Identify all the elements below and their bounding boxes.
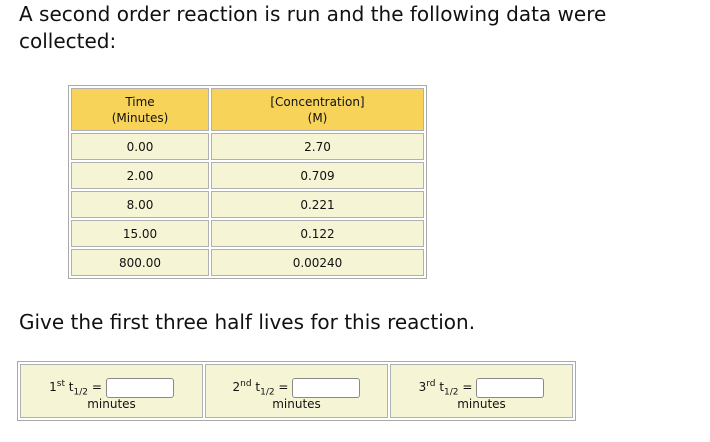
concentration-cell: 0.709	[211, 162, 424, 189]
answer-cell-first: 1st t1/2 = minutes	[20, 364, 203, 418]
header-concentration: [Concentration] (M)	[211, 88, 424, 131]
half-life-label: 1st t1/2 =	[49, 373, 102, 403]
ordinal-number: 2	[232, 380, 241, 394]
unit-label: minutes	[457, 397, 506, 411]
time-cell: 2.00	[71, 162, 209, 189]
time-cell: 8.00	[71, 191, 209, 218]
half-life-label: 2nd t1/2 =	[233, 373, 289, 403]
first-half-life-input[interactable]	[105, 378, 174, 399]
ordinal-suffix: rd	[426, 379, 436, 389]
unit-label: minutes	[87, 397, 136, 411]
answer-line: 1st t1/2 =	[21, 373, 202, 399]
table-row: 15.00 0.122	[71, 220, 424, 247]
header-concentration-unit: (M)	[307, 110, 328, 125]
half-life-symbol: t	[68, 380, 74, 394]
concentration-cell: 2.70	[211, 133, 424, 160]
table-row: 2.00 0.709	[71, 162, 424, 189]
half-life-symbol: t	[439, 380, 445, 394]
table-row: 8.00 0.221	[71, 191, 424, 218]
time-cell: 15.00	[71, 220, 209, 247]
equals-sign: =	[462, 380, 473, 394]
question-text: Give the first three half lives for this…	[19, 310, 476, 334]
answer-line: 2nd t1/2 =	[206, 373, 387, 399]
answer-cell-second: 2nd t1/2 = minutes	[205, 364, 388, 418]
answer-cell-third: 3rd t1/2 = minutes	[390, 364, 573, 418]
equals-sign: =	[278, 380, 289, 394]
concentration-cell: 0.221	[211, 191, 424, 218]
concentration-cell: 0.122	[211, 220, 424, 247]
second-half-life-input[interactable]	[292, 378, 361, 399]
header-time-label: Time	[125, 94, 155, 109]
table-header-row: Time (Minutes) [Concentration] (M)	[71, 88, 424, 131]
half-life-symbol: t	[255, 380, 261, 394]
half-life-label: 3rd t1/2 =	[419, 373, 473, 403]
answer-row: 1st t1/2 = minutes 2nd t1/2 = minutes 3r…	[20, 364, 573, 418]
third-half-life-input[interactable]	[476, 378, 545, 399]
header-time-unit: (Minutes)	[111, 110, 169, 125]
header-time: Time (Minutes)	[71, 88, 209, 131]
answer-table: 1st t1/2 = minutes 2nd t1/2 = minutes 3r…	[17, 361, 576, 421]
ordinal-number: 3	[418, 380, 427, 394]
half-life-subscript: 1/2	[444, 387, 459, 398]
time-cell: 800.00	[71, 249, 209, 276]
half-life-subscript: 1/2	[73, 387, 88, 398]
unit-label: minutes	[272, 397, 321, 411]
table-row: 800.00 0.00240	[71, 249, 424, 276]
intro-text: A second order reaction is run and the f…	[19, 2, 607, 53]
header-concentration-label: [Concentration]	[270, 94, 365, 109]
half-life-subscript: 1/2	[260, 387, 275, 398]
table-row: 0.00 2.70	[71, 133, 424, 160]
time-cell: 0.00	[71, 133, 209, 160]
data-table: Time (Minutes) [Concentration] (M) 0.00 …	[68, 85, 427, 279]
ordinal-number: 1	[49, 380, 57, 394]
answer-line: 3rd t1/2 =	[391, 373, 572, 399]
equals-sign: =	[91, 380, 102, 394]
ordinal-suffix: nd	[240, 379, 252, 389]
concentration-cell: 0.00240	[211, 249, 424, 276]
ordinal-suffix: st	[56, 379, 65, 389]
